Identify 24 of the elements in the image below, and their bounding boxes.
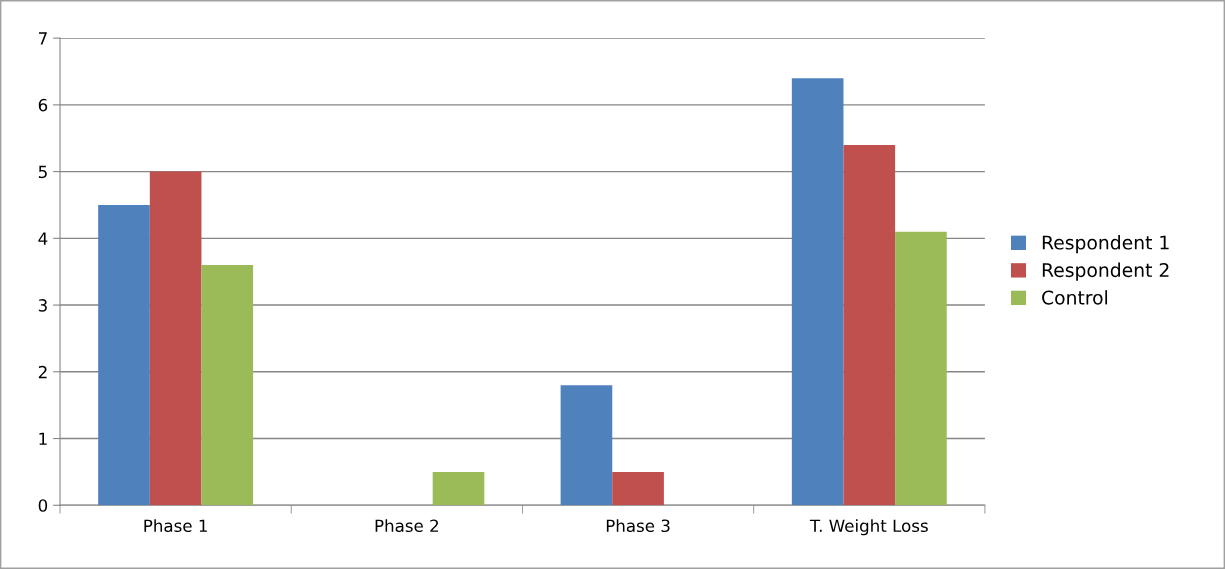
bar — [149, 171, 202, 506]
bar — [201, 265, 254, 506]
bar — [560, 385, 613, 506]
bar — [432, 471, 485, 506]
legend-label: Control — [1042, 290, 1108, 305]
y-tick-label: 1 — [39, 432, 47, 445]
x-tick-label: Phase 2 — [375, 519, 439, 533]
y-tick-label: 7 — [38, 32, 47, 45]
legend-label: Respondent 1 — [1042, 235, 1169, 254]
y-tick-label: 2 — [38, 365, 47, 379]
bar — [612, 471, 664, 506]
legend-label: Respondent 2 — [1042, 262, 1169, 281]
y-tick-label: 4 — [38, 232, 48, 245]
x-tick-label: T. Weight Loss — [809, 519, 928, 536]
bar — [98, 204, 150, 506]
x-tick-label: Phase 3 — [606, 519, 670, 533]
x-tick-label: Phase 1 — [144, 519, 207, 533]
bar — [843, 144, 896, 506]
y-tick-label: 0 — [38, 499, 48, 512]
y-tick-label: 6 — [38, 98, 48, 112]
y-tick-label: 3 — [38, 299, 47, 312]
bar — [895, 231, 947, 506]
y-tick-label: 5 — [38, 165, 47, 179]
bar — [791, 78, 844, 506]
